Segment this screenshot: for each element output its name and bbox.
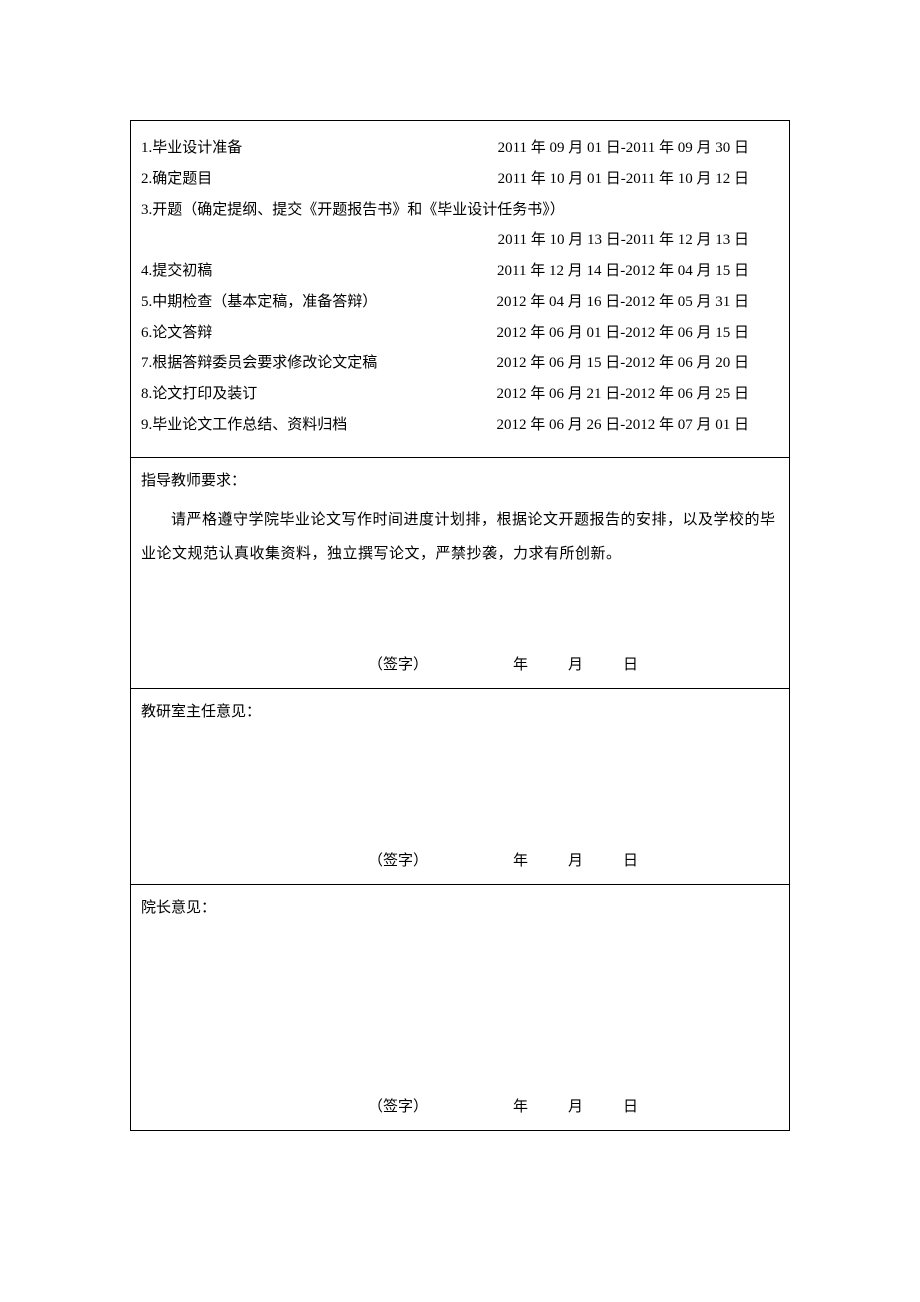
schedule-label: 1.毕业设计准备 [141,133,242,164]
date-year: 年 [513,1095,528,1116]
form-table: 1.毕业设计准备 2011 年 09 月 01 日-2011 年 09 月 30… [130,120,790,1131]
schedule-item-9: 9.毕业论文工作总结、资料归档 2012 年 06 月 26 日-2012 年 … [141,410,779,441]
department-signature-line: （签字） 年 月 日 [131,819,789,884]
advisor-cell: 指导教师要求： 请严格遵守学院毕业论文写作时间进度计划排，根据论文开题报告的安排… [131,457,790,688]
department-cell: 教研室主任意见： （签字） 年 月 日 [131,688,790,884]
date-year: 年 [513,653,528,674]
schedule-label: 9.毕业论文工作总结、资料归档 [141,410,347,441]
schedule-label: 6.论文答辩 [141,318,212,349]
schedule-date: 2011 年 10 月 01 日-2011 年 10 月 12 日 [498,164,779,195]
schedule-date: 2011 年 12 月 14 日-2012 年 04 月 15 日 [497,256,779,287]
schedule-label: 2.确定题目 [141,164,212,195]
advisor-signature-line: （签字） 年 月 日 [131,623,789,688]
schedule-date: 2011 年 09 月 01 日-2011 年 09 月 30 日 [498,133,779,164]
schedule-item-3-date: 2011 年 10 月 13 日-2011 年 12 月 13 日 [141,225,779,256]
schedule-label: 5.中期检查（基本定稿，准备答辩） [141,287,377,318]
date-month: 月 [568,849,583,870]
date-day: 日 [623,653,638,674]
signature-label: （签字） [368,653,428,674]
schedule-item-4: 4.提交初稿 2011 年 12 月 14 日-2012 年 04 月 15 日 [141,256,779,287]
schedule-item-5: 5.中期检查（基本定稿，准备答辩） 2012 年 04 月 16 日-2012 … [141,287,779,318]
schedule-date: 2011 年 10 月 13 日-2011 年 12 月 13 日 [498,225,779,256]
schedule-item-3-label: 3.开题（确定提纲、提交《开题报告书》和《毕业设计任务书》） [141,195,779,226]
schedule-date: 2012 年 06 月 01 日-2012 年 06 月 15 日 [497,318,780,349]
schedule-date: 2012 年 06 月 21 日-2012 年 06 月 25 日 [497,379,780,410]
schedule-item-6: 6.论文答辩 2012 年 06 月 01 日-2012 年 06 月 15 日 [141,318,779,349]
signature-label: （签字） [368,1095,428,1116]
schedule-item-2: 2.确定题目 2011 年 10 月 01 日-2011 年 10 月 12 日 [141,164,779,195]
advisor-content: 请严格遵守学院毕业论文写作时间进度计划排，根据论文开题报告的安排，以及学校的毕业… [131,495,789,572]
dean-signature-line: （签字） 年 月 日 [131,1065,789,1130]
department-header: 教研室主任意见： [131,689,789,726]
schedule-item-7: 7.根据答辩委员会要求修改论文定稿 2012 年 06 月 15 日-2012 … [141,348,779,379]
date-year: 年 [513,849,528,870]
schedule-item-8: 8.论文打印及装订 2012 年 06 月 21 日-2012 年 06 月 2… [141,379,779,410]
schedule-label: 3.开题（确定提纲、提交《开题报告书》和《毕业设计任务书》） [141,202,565,218]
dean-header: 院长意见： [131,885,789,922]
signature-label: （签字） [368,849,428,870]
schedule-cell: 1.毕业设计准备 2011 年 09 月 01 日-2011 年 09 月 30… [131,121,790,458]
date-month: 月 [568,1095,583,1116]
schedule-label: 8.论文打印及装订 [141,379,257,410]
advisor-header: 指导教师要求： [131,458,789,495]
date-month: 月 [568,653,583,674]
schedule-date: 2012 年 06 月 15 日-2012 年 06 月 20 日 [497,348,780,379]
schedule-date: 2012 年 04 月 16 日-2012 年 05 月 31 日 [497,287,780,318]
dean-cell: 院长意见： （签字） 年 月 日 [131,884,790,1130]
date-day: 日 [623,849,638,870]
schedule-label: 7.根据答辩委员会要求修改论文定稿 [141,348,377,379]
schedule-item-1: 1.毕业设计准备 2011 年 09 月 01 日-2011 年 09 月 30… [141,133,779,164]
schedule-label: 4.提交初稿 [141,256,212,287]
date-day: 日 [623,1095,638,1116]
schedule-date: 2012 年 06 月 26 日-2012 年 07 月 01 日 [497,410,780,441]
